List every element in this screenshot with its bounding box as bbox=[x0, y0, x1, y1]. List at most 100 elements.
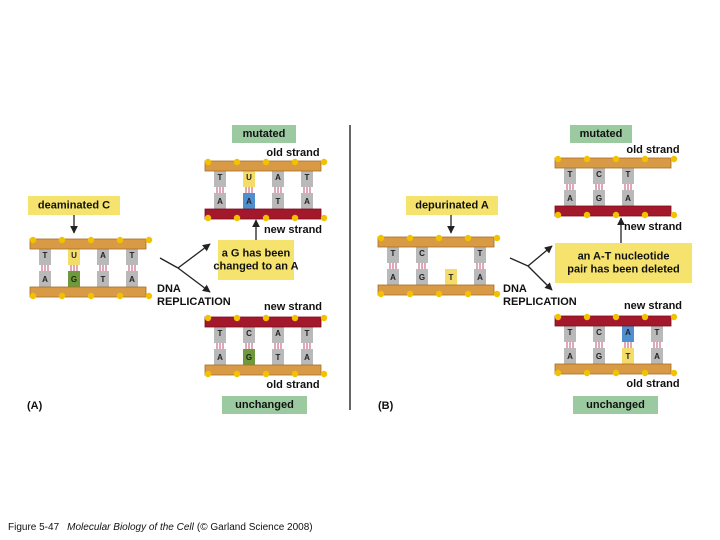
phosphate bbox=[87, 236, 95, 244]
base bbox=[272, 193, 284, 209]
base-letter: T bbox=[655, 328, 660, 337]
phosphate bbox=[493, 290, 501, 298]
phosphate bbox=[204, 370, 212, 378]
base bbox=[474, 269, 486, 285]
phosphate bbox=[320, 214, 328, 222]
base-letter: A bbox=[390, 273, 396, 282]
base bbox=[243, 171, 255, 187]
base bbox=[68, 271, 80, 287]
base bbox=[39, 271, 51, 287]
base bbox=[126, 271, 138, 287]
base-letter: A bbox=[217, 197, 223, 206]
base-letter: G bbox=[596, 352, 602, 361]
fork-line bbox=[159, 257, 179, 269]
base-letter: T bbox=[276, 353, 281, 362]
base bbox=[272, 349, 284, 365]
base-letter: G bbox=[71, 275, 77, 284]
phosphate bbox=[583, 211, 591, 219]
base-letter: U bbox=[71, 251, 77, 260]
phosphate bbox=[583, 369, 591, 377]
base bbox=[416, 269, 428, 285]
base-letter: T bbox=[43, 251, 48, 260]
base-letter: A bbox=[42, 275, 48, 284]
phosphate bbox=[670, 211, 678, 219]
base bbox=[622, 326, 634, 342]
base-letter: A bbox=[100, 251, 106, 260]
base-letter: A bbox=[217, 353, 223, 362]
phosphate bbox=[641, 369, 649, 377]
phosphate bbox=[641, 313, 649, 321]
label-text: new strand bbox=[264, 224, 322, 236]
phosphate bbox=[612, 155, 620, 163]
phosphate bbox=[262, 214, 270, 222]
base-letter: T bbox=[305, 329, 310, 338]
label-text: a G has been bbox=[222, 247, 291, 259]
phosphate bbox=[670, 155, 678, 163]
base-letter: G bbox=[419, 273, 425, 282]
label-text: depurinated A bbox=[415, 199, 489, 211]
base-letter: A bbox=[567, 194, 573, 203]
base-letter: T bbox=[449, 273, 454, 282]
base-letter: T bbox=[391, 249, 396, 258]
arrow bbox=[177, 267, 211, 293]
base bbox=[387, 247, 399, 263]
label-text: REPLICATION bbox=[503, 296, 577, 308]
label-box bbox=[222, 396, 307, 414]
base bbox=[651, 348, 663, 364]
label-box bbox=[232, 125, 296, 143]
phosphate bbox=[262, 158, 270, 166]
base-letter: A bbox=[275, 329, 281, 338]
base bbox=[243, 327, 255, 343]
phosphate bbox=[145, 236, 153, 244]
phosphate bbox=[320, 158, 328, 166]
base-letter: T bbox=[101, 275, 106, 284]
phosphate bbox=[262, 370, 270, 378]
label-box bbox=[28, 196, 120, 215]
arrow bbox=[527, 245, 553, 267]
label-text: old strand bbox=[626, 378, 679, 390]
label-text: new strand bbox=[264, 301, 322, 313]
base-letter: C bbox=[596, 328, 602, 337]
label-box bbox=[573, 396, 658, 414]
phosphate bbox=[29, 292, 37, 300]
base-letter: T bbox=[276, 197, 281, 206]
base bbox=[97, 271, 109, 287]
phosphate bbox=[233, 158, 241, 166]
base-letter: T bbox=[305, 173, 310, 182]
base bbox=[564, 326, 576, 342]
label-text: (A) bbox=[27, 400, 43, 412]
phosphate bbox=[116, 236, 124, 244]
base bbox=[622, 348, 634, 364]
phosphate bbox=[377, 290, 385, 298]
phosphate bbox=[58, 236, 66, 244]
base-letter: A bbox=[246, 197, 252, 206]
phosphate bbox=[116, 292, 124, 300]
base bbox=[301, 171, 313, 187]
phosphate bbox=[87, 292, 95, 300]
base bbox=[214, 171, 226, 187]
base-letter: A bbox=[625, 194, 631, 203]
phosphate bbox=[641, 211, 649, 219]
base-letter: U bbox=[246, 173, 252, 182]
label-text: an A-T nucleotide bbox=[578, 250, 670, 262]
base bbox=[416, 247, 428, 263]
base-letter: T bbox=[568, 170, 573, 179]
label-text: mutated bbox=[580, 128, 623, 140]
base-letter: C bbox=[419, 249, 425, 258]
base bbox=[214, 349, 226, 365]
base bbox=[39, 249, 51, 265]
phosphate bbox=[583, 313, 591, 321]
figure-number: Figure 5-47 bbox=[8, 522, 60, 533]
phosphate bbox=[406, 290, 414, 298]
label-text: new strand bbox=[624, 221, 682, 233]
phosphate bbox=[291, 370, 299, 378]
base-letter: T bbox=[568, 328, 573, 337]
base-letter: T bbox=[218, 173, 223, 182]
label-text: pair has been deleted bbox=[567, 263, 679, 275]
base bbox=[272, 327, 284, 343]
label-text: new strand bbox=[624, 300, 682, 312]
credit: (© Garland Science 2008) bbox=[197, 522, 313, 533]
base bbox=[593, 348, 605, 364]
label-text: unchanged bbox=[586, 399, 645, 411]
